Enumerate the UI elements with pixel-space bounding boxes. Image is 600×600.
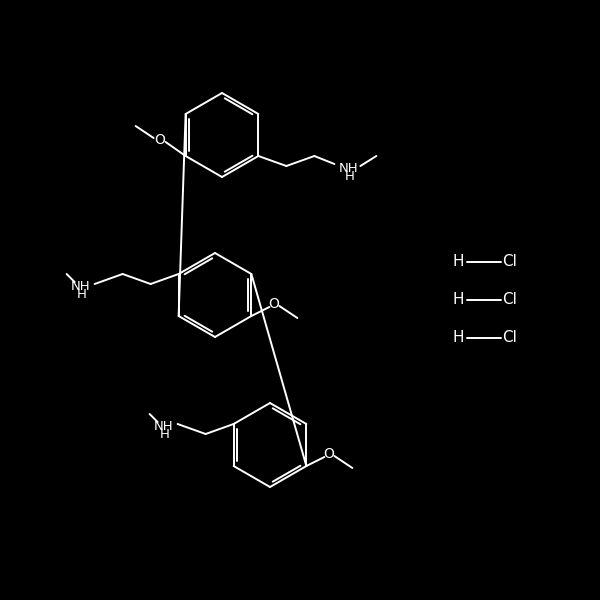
Text: H: H (77, 289, 86, 301)
Text: O: O (323, 447, 334, 461)
Text: Cl: Cl (503, 331, 517, 346)
Text: H: H (452, 292, 464, 307)
Text: NH: NH (71, 280, 91, 292)
Text: O: O (154, 133, 165, 147)
Text: O: O (268, 297, 279, 311)
Text: H: H (160, 428, 170, 442)
Text: NH: NH (338, 161, 358, 175)
Text: Cl: Cl (503, 254, 517, 269)
Text: Cl: Cl (503, 292, 517, 307)
Text: H: H (452, 331, 464, 346)
Text: H: H (452, 254, 464, 269)
Text: NH: NH (154, 419, 173, 433)
Text: H: H (344, 170, 355, 184)
